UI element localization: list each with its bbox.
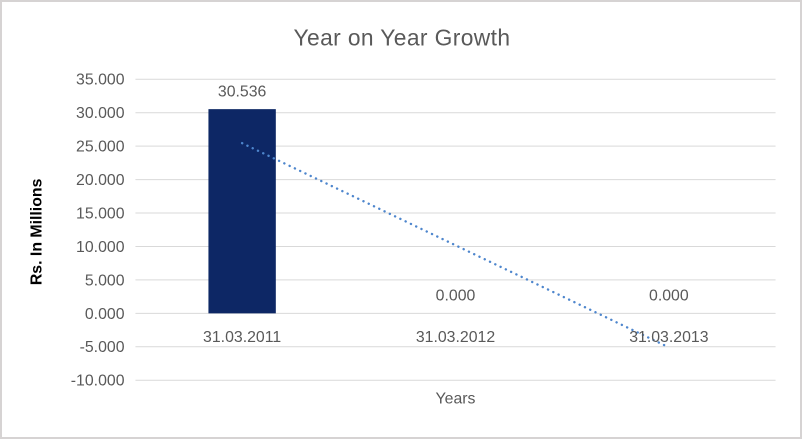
- trendline-group: [240, 141, 671, 349]
- y-axis-tick-label: -5.000: [80, 339, 125, 356]
- y-axis-tick-label: -10.000: [71, 373, 125, 390]
- y-axis-tick-label: 10.000: [76, 239, 125, 256]
- data-label: 30.536: [218, 83, 267, 100]
- chart-title: Year on Year Growth: [294, 25, 511, 51]
- y-axis-tick-label: 5.000: [85, 272, 125, 289]
- x-axis-category-label: 31.03.2013: [629, 329, 708, 346]
- category-labels-group: 31.03.2011 31.03.2012 31.03.2013: [203, 329, 709, 346]
- y-axis-tick-labels-group: 35.000 30.000 25.000 20.000 15.000 10.000 5.00…: [71, 72, 125, 390]
- y-axis-tick-label: 35.000: [76, 72, 125, 89]
- y-axis-tick-label: 30.000: [76, 105, 125, 122]
- y-axis-tick-label: 25.000: [76, 139, 125, 156]
- x-axis-title: Years: [436, 390, 476, 407]
- data-label: 0.000: [436, 287, 476, 304]
- y-axis-title: Rs. In Millions: [28, 178, 45, 285]
- linear-trendline-dotted: [240, 141, 671, 349]
- x-axis-category-label: 31.03.2011: [203, 329, 281, 346]
- data-label: 0.000: [649, 287, 689, 304]
- y-axis-tick-label: 20.000: [76, 172, 125, 189]
- x-axis-category-label: 31.03.2012: [416, 329, 495, 346]
- bar-series-group: [208, 109, 276, 314]
- y-axis-tick-label: 15.000: [76, 205, 125, 222]
- y-axis-tick-label: 0.000: [85, 306, 125, 323]
- bar: [208, 109, 276, 314]
- data-labels-group: 30.536 0.000 0.000: [218, 83, 689, 304]
